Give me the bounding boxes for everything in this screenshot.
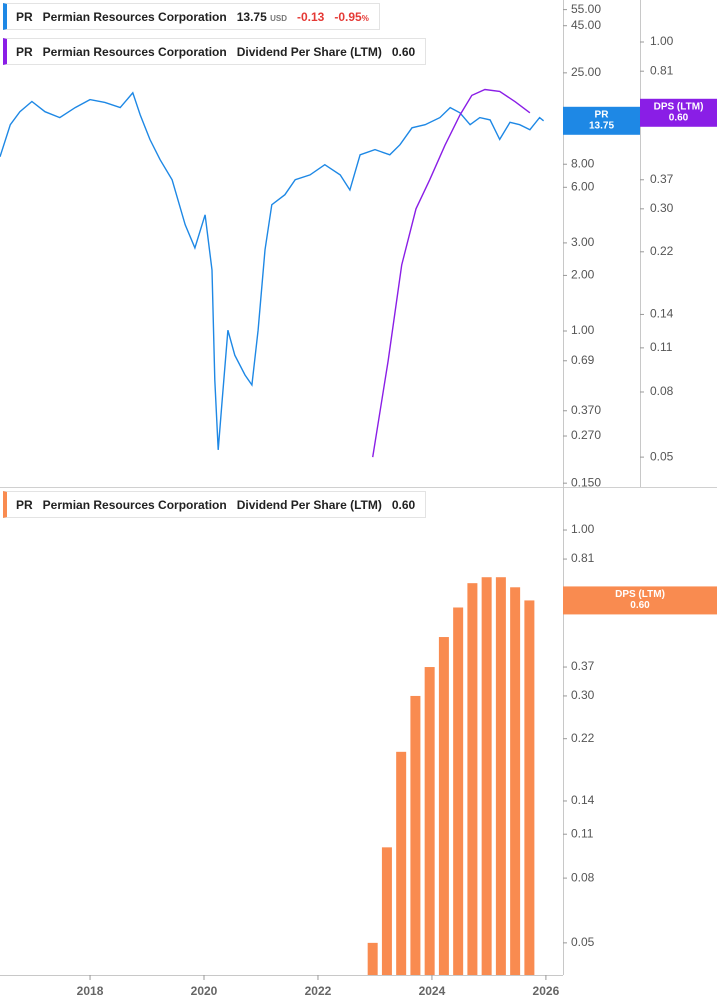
x-tick-label: 2024 — [419, 984, 446, 998]
y2-tick-label: 0.22 — [650, 244, 674, 258]
y-tick-label: 0.37 — [571, 659, 595, 673]
y2-tick-label: 0.81 — [650, 63, 674, 77]
legend-ticker: PR — [16, 9, 33, 24]
bar — [524, 600, 535, 975]
y2-tick-label: 0.08 — [650, 384, 674, 398]
legend-name: Permian Resources Corporation — [42, 9, 227, 24]
legend-change-pct: -0.95% — [334, 10, 368, 24]
y-tick-label: 0.69 — [571, 353, 595, 367]
legend-metric: Dividend Per Share (LTM) — [236, 497, 382, 512]
last-value-name: DPS (LTM) — [615, 589, 665, 600]
x-tick-label: 2026 — [533, 984, 560, 998]
y-tick-label: 25.00 — [571, 65, 601, 79]
x-tick-label: 2022 — [305, 984, 332, 998]
bar — [396, 751, 407, 975]
y-tick-label: 0.30 — [571, 688, 595, 702]
bar — [424, 667, 435, 975]
legend-name: Permian Resources Corporation — [42, 497, 227, 512]
last-value-box-bg — [563, 106, 640, 135]
legend-ticker: PR — [16, 44, 33, 59]
last-value-box: DPS (LTM)0.60 — [640, 98, 717, 127]
currency: USD — [270, 13, 287, 23]
price: 13.75 — [236, 9, 267, 24]
legend-change: -0.13 — [297, 9, 325, 24]
bar — [510, 587, 521, 975]
y-tick-label: 55.00 — [571, 2, 601, 16]
y-tick-label: 3.00 — [571, 235, 595, 249]
y-tick-label: 0.81 — [571, 551, 595, 565]
y-tick-label: 8.00 — [571, 156, 595, 170]
legend-metric: Dividend Per Share (LTM) — [236, 44, 382, 59]
line — [0, 91, 545, 450]
line — [372, 88, 531, 458]
bar — [481, 577, 492, 975]
y2-tick-label: 0.30 — [650, 201, 674, 215]
last-value-label: 0.60 — [669, 112, 689, 123]
bar — [381, 847, 392, 975]
legend-price: PR Permian Resources Corporation 13.75 U… — [3, 3, 380, 30]
legend-dps: PR Permian Resources Corporation Dividen… — [3, 38, 427, 65]
y-tick-label: 1.00 — [571, 522, 595, 536]
legend-name: Permian Resources Corporation — [42, 44, 227, 59]
y-tick-label: 6.00 — [571, 179, 595, 193]
last-value-label: 0.60 — [630, 600, 650, 611]
y-tick-label: 0.150 — [571, 475, 601, 489]
y-tick-label: 1.00 — [571, 323, 595, 337]
bar — [467, 583, 478, 975]
bar — [438, 637, 449, 975]
y-tick-label: 0.11 — [571, 826, 594, 840]
y2-tick-label: 0.11 — [650, 340, 673, 354]
bar — [410, 695, 421, 975]
y-tick-label: 0.05 — [571, 935, 595, 949]
last-value-name: PR — [595, 109, 610, 120]
y2-tick-label: 0.14 — [650, 307, 674, 321]
y-tick-label: 0.08 — [571, 870, 595, 884]
last-value-name: DPS (LTM) — [654, 101, 704, 112]
bar — [495, 577, 506, 975]
y-tick-label: 0.22 — [571, 731, 595, 745]
pct-sign: % — [361, 13, 369, 23]
legend-value: 0.60 — [391, 44, 416, 59]
y-tick-label: 0.270 — [571, 428, 601, 442]
y-tick-label: 0.14 — [571, 793, 595, 807]
y2-tick-label: 1.00 — [650, 34, 674, 48]
last-value-box: DPS (LTM)0.60 — [563, 586, 717, 615]
legend-ticker: PR — [16, 497, 33, 512]
x-tick-label: 2018 — [77, 984, 104, 998]
bar — [367, 942, 378, 975]
x-tick-label: 2020 — [191, 984, 218, 998]
legend-price-value: 13.75 USD — [237, 10, 287, 24]
last-value-label: 13.75 — [589, 120, 614, 131]
change-pct: -0.95 — [334, 9, 362, 24]
y2-tick-label: 0.05 — [650, 449, 674, 463]
y-tick-label: 45.00 — [571, 18, 601, 32]
y-tick-label: 2.00 — [571, 268, 595, 282]
legend-value: 0.60 — [391, 497, 416, 512]
last-value-box-bg — [640, 98, 717, 127]
y-tick-label: 0.370 — [571, 403, 601, 417]
y2-tick-label: 0.37 — [650, 172, 674, 186]
legend-dps-bar: PR Permian Resources Corporation Dividen… — [3, 491, 427, 518]
bar — [453, 607, 464, 975]
last-value-box-bg — [563, 586, 717, 615]
